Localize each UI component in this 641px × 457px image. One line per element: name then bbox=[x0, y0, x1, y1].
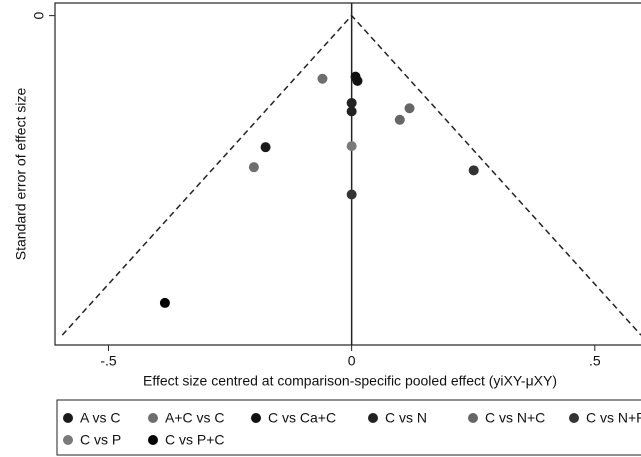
legend-marker bbox=[251, 413, 261, 423]
data-point bbox=[468, 165, 479, 176]
legend-marker bbox=[368, 413, 378, 423]
data-point bbox=[346, 141, 357, 152]
legend-marker bbox=[148, 435, 158, 445]
legend-marker bbox=[148, 413, 158, 423]
y-tick-label: 0 bbox=[31, 12, 47, 20]
y-axis-title: Standard error of effect size bbox=[13, 88, 29, 261]
data-point bbox=[317, 73, 328, 84]
x-axis-title: Effect size centred at comparison-specif… bbox=[143, 373, 557, 389]
data-point bbox=[346, 106, 357, 117]
x-tick-label: 0 bbox=[348, 353, 356, 369]
x-tick-label: -.5 bbox=[100, 353, 117, 369]
data-point bbox=[394, 114, 405, 125]
data-point bbox=[352, 75, 363, 86]
legend-label: C vs P bbox=[80, 432, 121, 448]
legend-label: C vs Ca+C bbox=[268, 410, 336, 426]
funnel-line bbox=[61, 14, 641, 336]
legend-label: A vs C bbox=[80, 410, 120, 426]
legend-marker bbox=[468, 413, 478, 423]
legend-label: C vs P+C bbox=[165, 432, 225, 448]
data-point bbox=[260, 142, 271, 153]
legend-box bbox=[56, 399, 641, 456]
data-point bbox=[346, 97, 357, 108]
x-tick-label: .5 bbox=[589, 353, 601, 369]
plot-frame bbox=[54, 2, 641, 346]
legend-marker bbox=[63, 413, 73, 423]
legend-marker bbox=[569, 413, 579, 423]
data-point bbox=[248, 162, 259, 173]
legend-label: C vs N bbox=[385, 410, 427, 426]
legend-label: C vs N+C bbox=[485, 410, 545, 426]
legend-label: A+C vs C bbox=[165, 410, 225, 426]
legend-marker bbox=[63, 435, 73, 445]
data-point bbox=[159, 297, 170, 308]
legend-label: C vs N+P bbox=[586, 410, 641, 426]
data-point bbox=[404, 103, 415, 114]
data-point bbox=[346, 189, 357, 200]
